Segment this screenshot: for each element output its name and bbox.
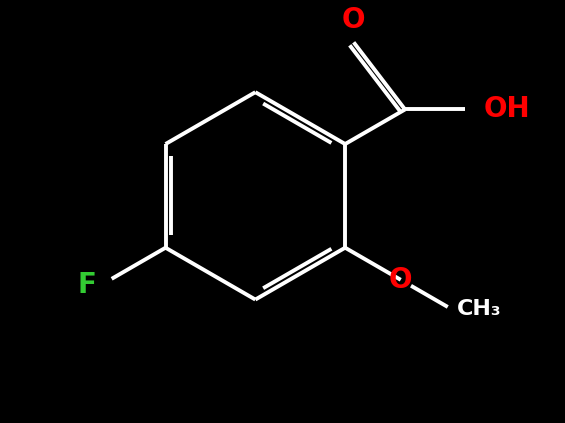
Text: CH₃: CH₃ (457, 299, 502, 319)
Text: OH: OH (484, 96, 531, 124)
Text: O: O (342, 6, 366, 34)
Text: O: O (389, 266, 412, 294)
Text: F: F (77, 271, 97, 299)
